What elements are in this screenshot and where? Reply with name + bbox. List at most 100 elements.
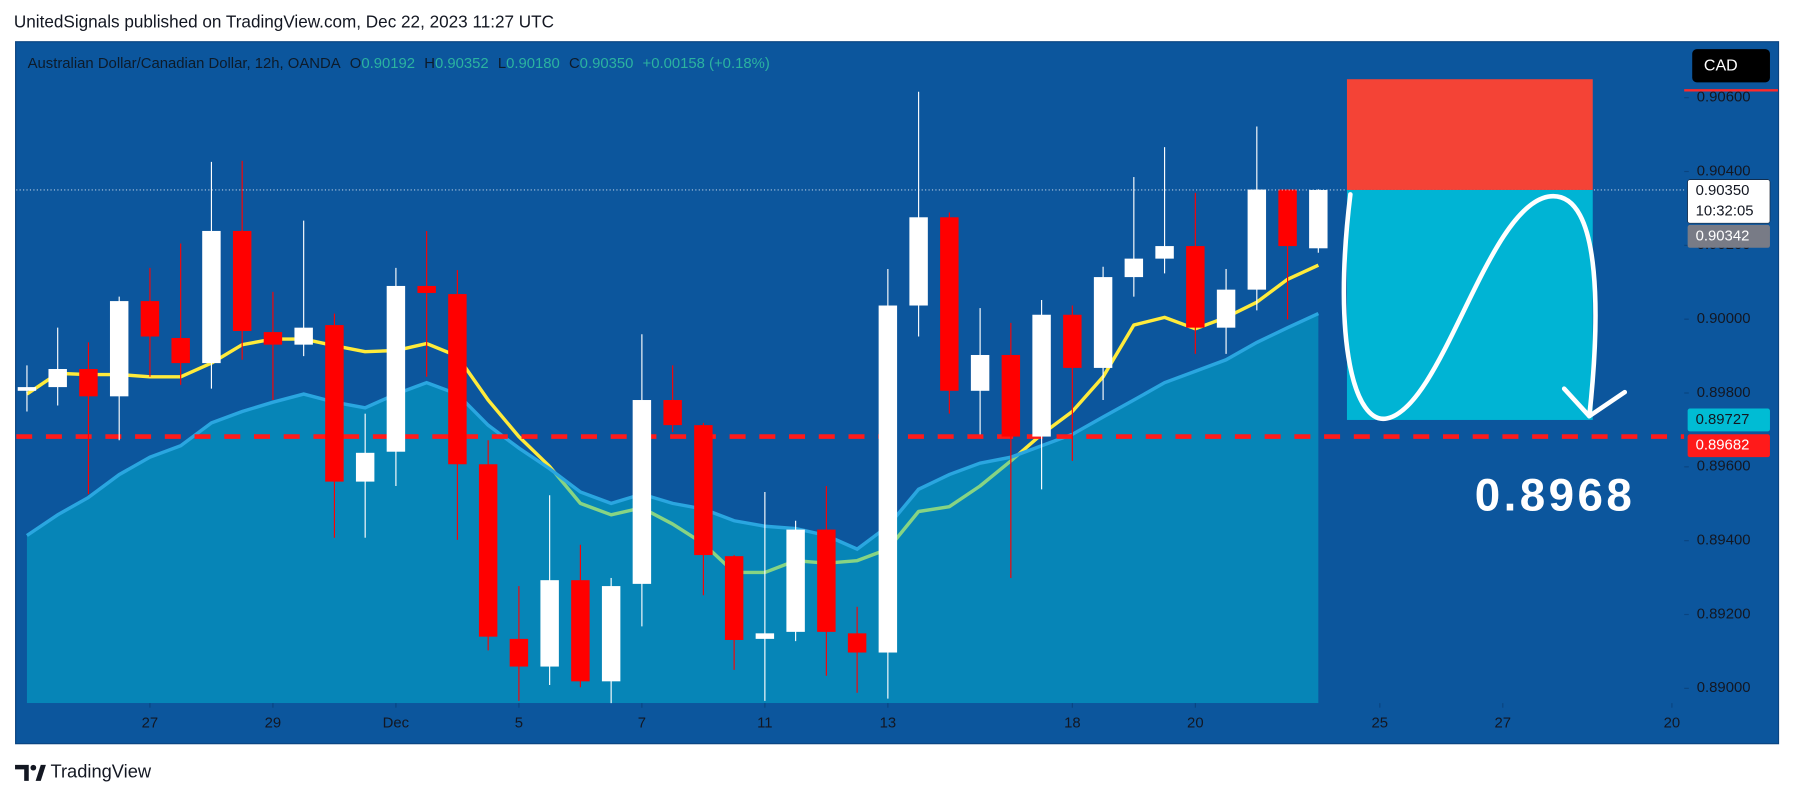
- candle-body: [632, 400, 652, 584]
- candle-body: [1093, 277, 1113, 368]
- currency-label[interactable]: CAD: [1704, 58, 1738, 75]
- price-label: 0.90350: [1696, 183, 1750, 199]
- x-tick-label: 5: [515, 716, 523, 732]
- candle-body: [1063, 314, 1082, 368]
- x-tick-label: 18: [1064, 716, 1081, 732]
- overlay: 0.906000.904000.902000.900000.898000.896…: [142, 90, 1771, 732]
- logo-mark: [35, 764, 46, 781]
- candle-body: [478, 464, 498, 637]
- y-tick-label: 0.89800: [1697, 385, 1751, 401]
- legend-change: +0.00158 (+0.18%): [643, 56, 770, 72]
- header: UnitedSignals published on TradingView.c…: [14, 11, 554, 31]
- candle-body: [1032, 314, 1051, 437]
- target-zone: [1346, 189, 1593, 420]
- candle-body: [970, 354, 990, 391]
- drawn-arrow: [1341, 192, 1598, 422]
- legend-low-label: L: [498, 56, 506, 72]
- x-tick-label: Dec: [383, 716, 410, 732]
- price-label: 0.90342: [1696, 228, 1750, 244]
- plot-area: [16, 79, 1685, 704]
- legend-high: 0.90352: [435, 56, 489, 72]
- candle-body: [1124, 258, 1144, 278]
- candle-body: [294, 327, 313, 345]
- x-tick-label: 20: [1664, 716, 1681, 732]
- candle-body: [109, 301, 129, 397]
- price-label-box: [1687, 408, 1770, 432]
- candle-body: [448, 294, 467, 465]
- x-tick-label: 11: [757, 716, 772, 732]
- ma-slow-area: [26, 313, 1319, 704]
- y-tick-label: 0.89400: [1697, 533, 1751, 549]
- countdown: 10:32:05: [1696, 204, 1754, 220]
- legend-symbol: Australian Dollar/Canadian Dollar, 12h, …: [28, 56, 341, 72]
- logo-dot: [30, 764, 37, 771]
- legend-open-label: O: [350, 56, 362, 72]
- ma-slow-line: [25, 312, 1320, 552]
- annotation: 0.8968: [1475, 470, 1635, 521]
- candle-body: [417, 285, 436, 293]
- candle-body: [140, 301, 160, 337]
- y-tick-label: 0.89600: [1697, 459, 1751, 475]
- candle-body: [878, 305, 898, 653]
- candle-body: [940, 217, 959, 391]
- candle-body: [786, 529, 805, 632]
- candle-body: [724, 556, 744, 640]
- price-label: 0.89727: [1696, 412, 1750, 428]
- candle-body: [355, 452, 375, 482]
- candle-body: [171, 338, 190, 364]
- candle-body: [48, 369, 67, 388]
- price-label-box: [1687, 224, 1770, 248]
- price-label-box: [1687, 434, 1770, 458]
- candle-body: [17, 387, 37, 391]
- candle-body: [571, 580, 590, 682]
- candle-body: [663, 400, 682, 426]
- footer-brand: TradingView: [50, 761, 151, 782]
- price-label: 0.89682: [1696, 438, 1750, 454]
- x-tick-label: 25: [1372, 716, 1389, 732]
- candle-body: [1278, 189, 1297, 247]
- candle-body: [847, 633, 867, 653]
- candle-body: [232, 230, 252, 331]
- y-tick-label: 0.89000: [1697, 680, 1751, 696]
- price-label-box: [1687, 179, 1771, 224]
- candle-body: [1001, 354, 1021, 437]
- candle-body: [1216, 289, 1236, 328]
- legend-close-label: C: [569, 56, 580, 72]
- footer-logo: [15, 764, 46, 781]
- candle-body: [263, 332, 283, 345]
- candle-body: [540, 580, 559, 667]
- candle-body: [509, 638, 529, 667]
- x-tick-label: 7: [638, 716, 646, 732]
- y-tick-label: 0.90600: [1697, 90, 1751, 106]
- x-tick-label: 13: [880, 716, 897, 732]
- candle-body: [1155, 246, 1174, 259]
- y-tick-label: 0.89200: [1697, 606, 1751, 622]
- candle-body: [325, 325, 344, 482]
- currency-button[interactable]: [1692, 49, 1770, 83]
- x-tick-label: 20: [1187, 716, 1204, 732]
- candle-body: [755, 633, 775, 639]
- x-tick-label: 27: [142, 716, 159, 732]
- legend: Australian Dollar/Canadian Dollar, 12h, …: [28, 56, 770, 72]
- y-tick-label: 0.90000: [1697, 311, 1751, 327]
- candle-body: [1247, 189, 1267, 290]
- legend-low: 0.90180: [506, 56, 560, 72]
- candle-body: [817, 529, 836, 632]
- x-tick-label: 29: [265, 716, 282, 732]
- candle-body: [1186, 246, 1205, 328]
- arrow-head: [1561, 386, 1628, 419]
- y-tick-label: 0.90400: [1697, 163, 1751, 179]
- candle-body: [694, 425, 713, 556]
- stop-zone: [1346, 79, 1593, 190]
- x-tick-label: 27: [1495, 716, 1512, 732]
- logo-mark: [15, 764, 29, 781]
- candle-body: [1309, 189, 1328, 249]
- candle-body: [601, 586, 621, 682]
- candle-body: [386, 285, 406, 452]
- legend-close: 0.90350: [580, 56, 634, 72]
- legend-high-label: H: [424, 56, 435, 72]
- candle-body: [909, 217, 928, 306]
- candle-body: [202, 230, 221, 364]
